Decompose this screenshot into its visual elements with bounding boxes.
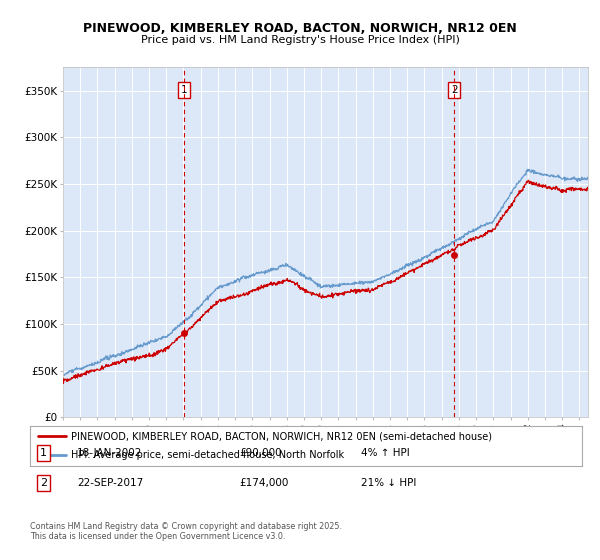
Text: Price paid vs. HM Land Registry's House Price Index (HPI): Price paid vs. HM Land Registry's House … [140,35,460,45]
Text: 22-SEP-2017: 22-SEP-2017 [77,478,143,488]
Text: PINEWOOD, KIMBERLEY ROAD, BACTON, NORWICH, NR12 0EN: PINEWOOD, KIMBERLEY ROAD, BACTON, NORWIC… [83,22,517,35]
Text: 2: 2 [451,85,458,95]
Text: Contains HM Land Registry data © Crown copyright and database right 2025.
This d: Contains HM Land Registry data © Crown c… [30,522,342,542]
Text: £90,000: £90,000 [240,448,283,458]
Text: 2: 2 [40,478,47,488]
Text: HPI: Average price, semi-detached house, North Norfolk: HPI: Average price, semi-detached house,… [71,450,344,460]
Text: £174,000: £174,000 [240,478,289,488]
Text: 1: 1 [40,448,47,458]
Text: 21% ↓ HPI: 21% ↓ HPI [361,478,416,488]
Text: PINEWOOD, KIMBERLEY ROAD, BACTON, NORWICH, NR12 0EN (semi-detached house): PINEWOOD, KIMBERLEY ROAD, BACTON, NORWIC… [71,432,493,441]
Text: 18-JAN-2002: 18-JAN-2002 [77,448,142,458]
Text: 1: 1 [181,85,188,95]
Text: 4% ↑ HPI: 4% ↑ HPI [361,448,410,458]
